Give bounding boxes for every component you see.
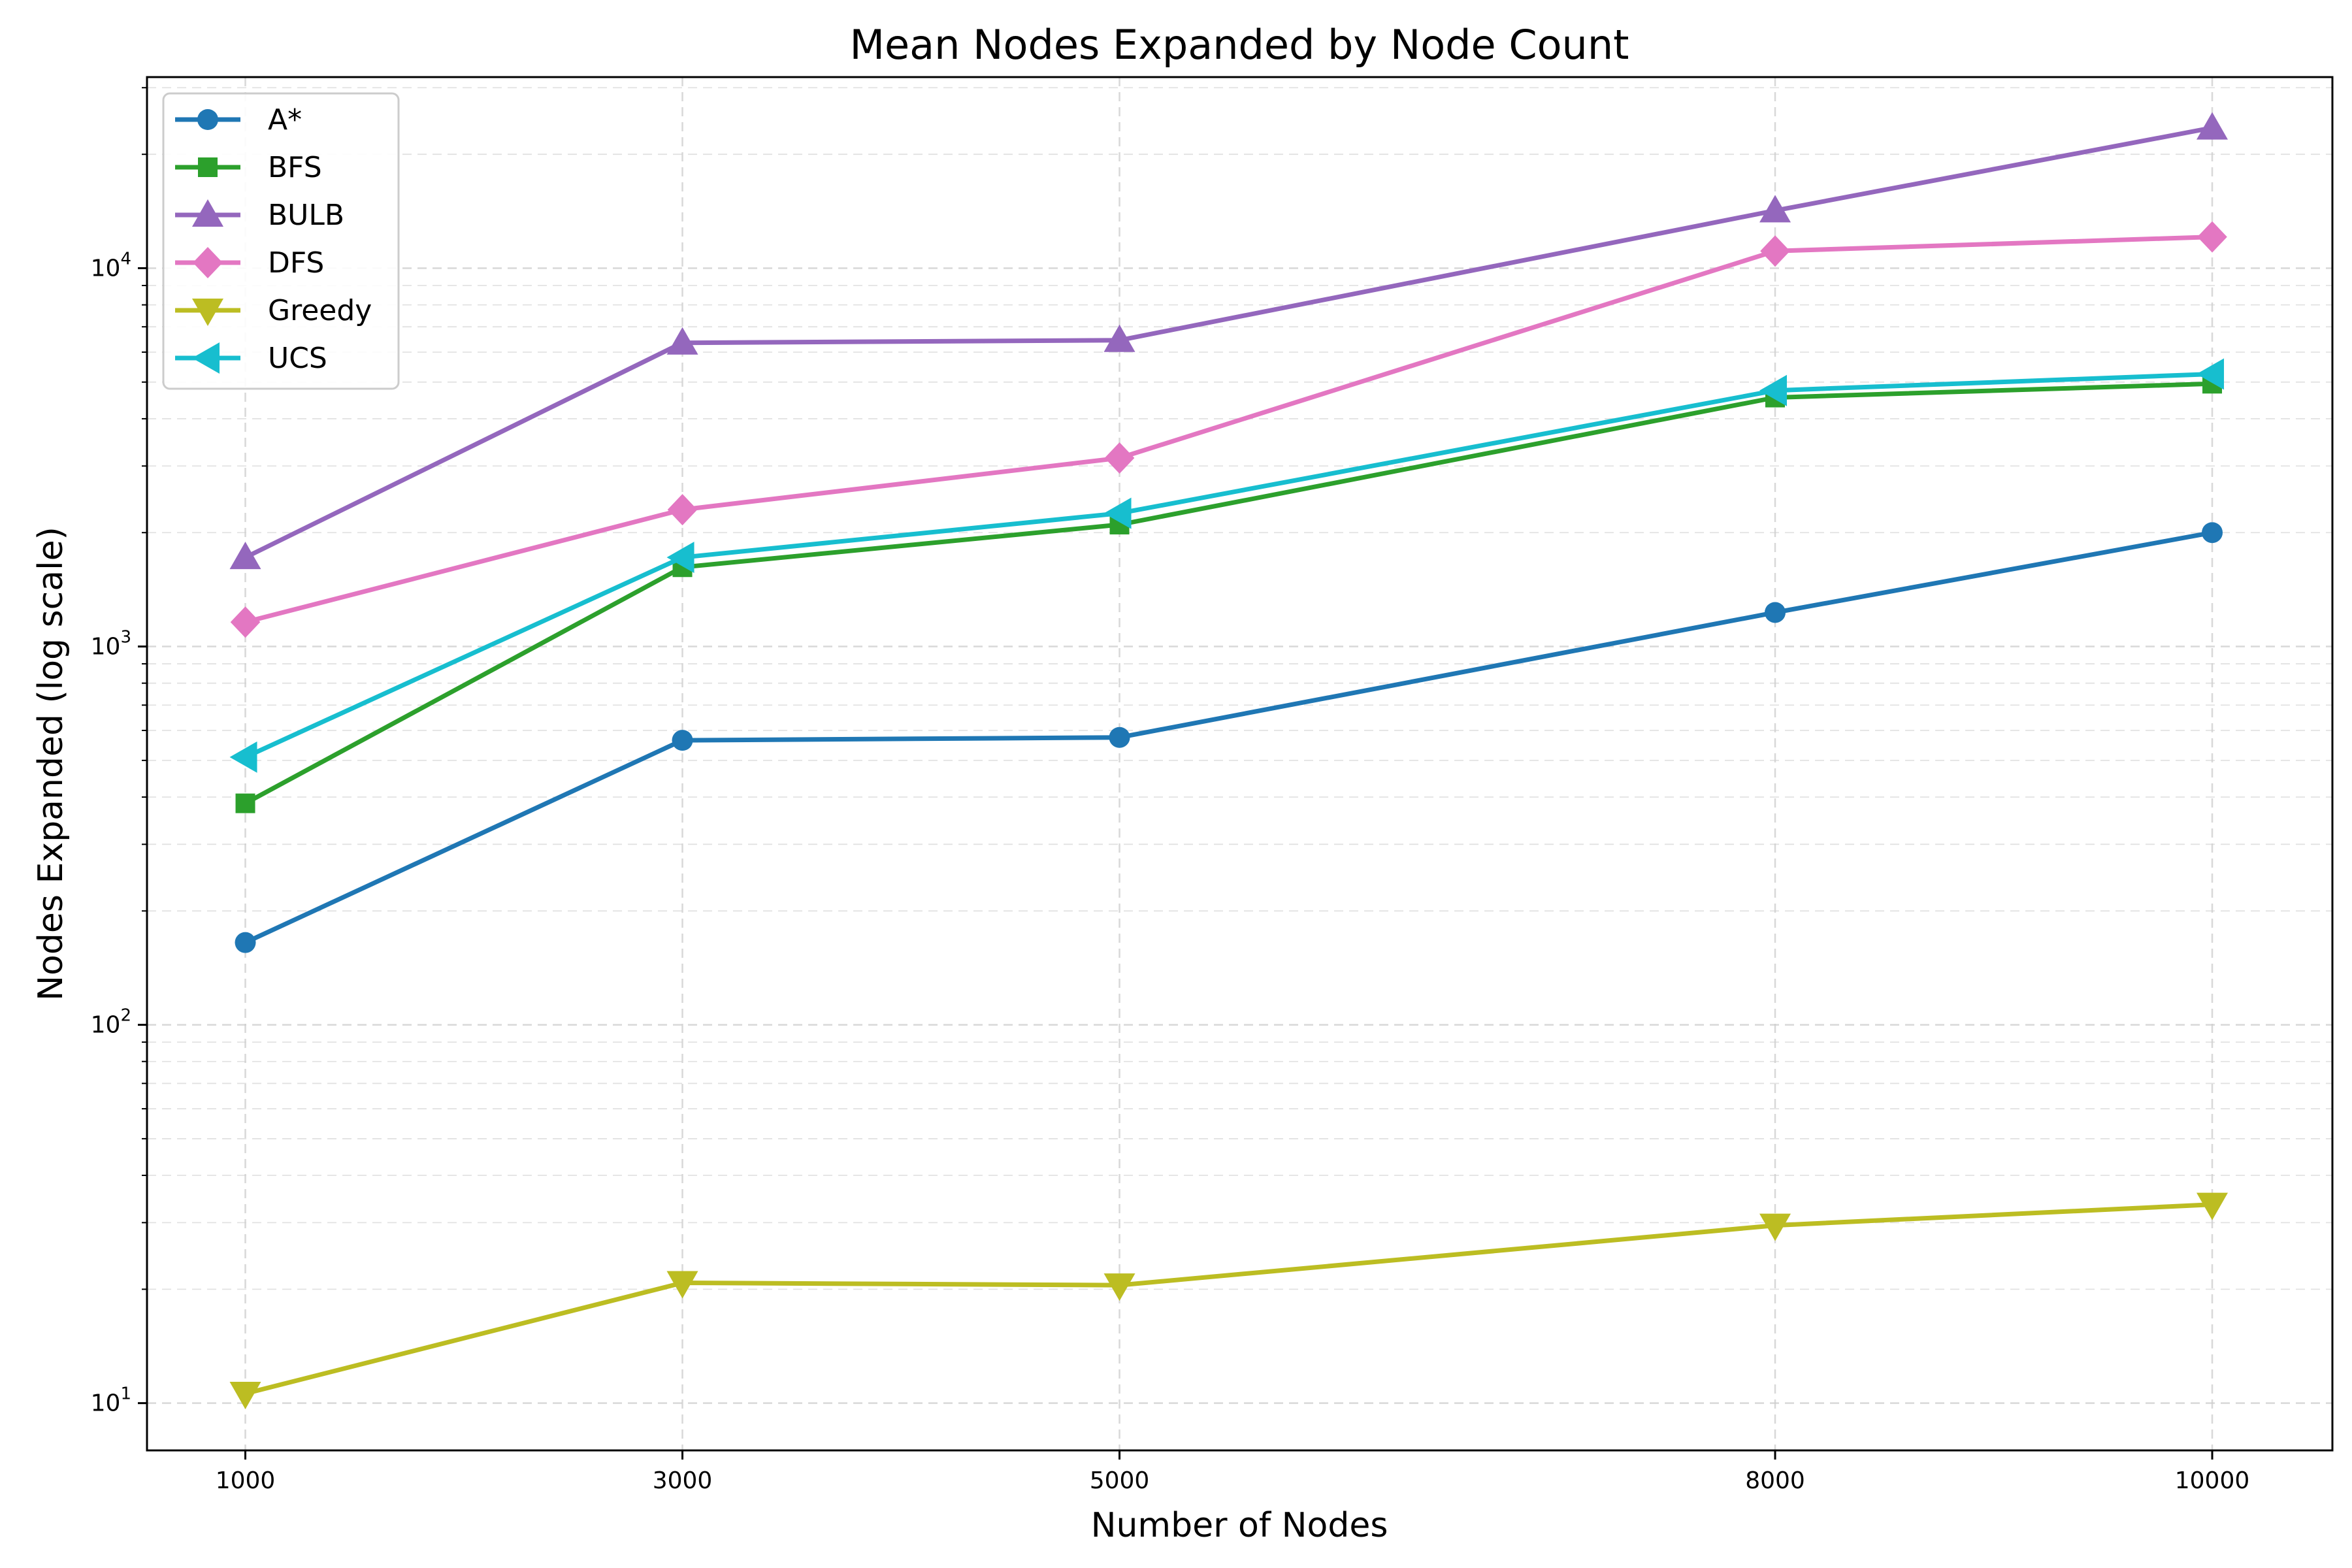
x-axis-title: Number of Nodes (1091, 1506, 1388, 1545)
data-point (230, 606, 261, 638)
data-point (2197, 358, 2225, 390)
data-point (193, 247, 223, 278)
data-point (1109, 727, 1130, 748)
data-point (2197, 221, 2227, 253)
legend-entry: UCS (175, 342, 327, 375)
legend-entry: BULB (175, 199, 344, 232)
data-point (1765, 602, 1786, 623)
data-point (192, 199, 223, 227)
data-point (229, 1382, 261, 1410)
series-dfs (230, 221, 2227, 638)
data-point (666, 327, 698, 355)
legend-label: BFS (268, 151, 322, 184)
data-point (235, 793, 255, 813)
data-point (1103, 324, 1135, 352)
legend-label: A* (268, 103, 302, 137)
data-point (2197, 1192, 2229, 1220)
data-point (1104, 442, 1135, 474)
data-point (192, 299, 223, 326)
x-tick-label: 5000 (1090, 1467, 1150, 1494)
legend: A* BFS BULB DFS Greedy UCS (162, 92, 400, 390)
series-layer (229, 112, 2229, 1410)
legend-entry: Greedy (175, 294, 372, 327)
data-point (2197, 112, 2229, 140)
x-tick-label: 3000 (653, 1467, 713, 1494)
data-point (1759, 195, 1791, 223)
legend-label: DFS (268, 246, 324, 280)
data-point (229, 542, 261, 570)
data-point (1759, 374, 1788, 406)
data-point (235, 932, 256, 953)
data-point (198, 157, 218, 177)
legend-entry: A* (175, 103, 302, 137)
data-point (1760, 235, 1790, 267)
legend-label: UCS (268, 342, 327, 375)
x-tick-label: 10000 (2175, 1467, 2250, 1494)
plot-frame (146, 76, 2334, 1452)
chart-title: Mean Nodes Expanded by Node Count (850, 21, 1629, 69)
legend-entry: DFS (175, 246, 324, 280)
data-point (192, 342, 220, 374)
x-tick-label: 8000 (1745, 1467, 1805, 1494)
data-point (672, 730, 693, 751)
legend-label: Greedy (268, 294, 372, 327)
data-point (1759, 1213, 1791, 1241)
data-point (666, 542, 694, 574)
data-point (667, 494, 698, 526)
data-point (1103, 497, 1132, 529)
data-point (229, 741, 257, 773)
series-bulb (229, 112, 2229, 570)
data-point (666, 1271, 698, 1299)
data-point (1103, 1273, 1135, 1301)
series-a- (235, 522, 2223, 953)
data-point (197, 109, 218, 130)
data-point (2202, 522, 2223, 544)
series-greedy (229, 1192, 2229, 1410)
grid (147, 77, 2332, 1450)
y-axis-title: Nodes Expanded (log scale) (31, 527, 71, 1001)
series-ucs (229, 358, 2225, 773)
legend-entry: BFS (175, 151, 322, 184)
x-tick-label: 1000 (216, 1467, 276, 1494)
legend-label: BULB (268, 199, 344, 232)
